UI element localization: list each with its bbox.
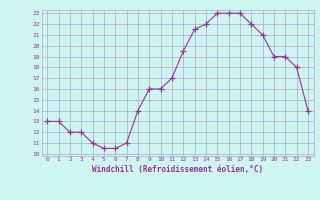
- X-axis label: Windchill (Refroidissement éolien,°C): Windchill (Refroidissement éolien,°C): [92, 165, 263, 174]
